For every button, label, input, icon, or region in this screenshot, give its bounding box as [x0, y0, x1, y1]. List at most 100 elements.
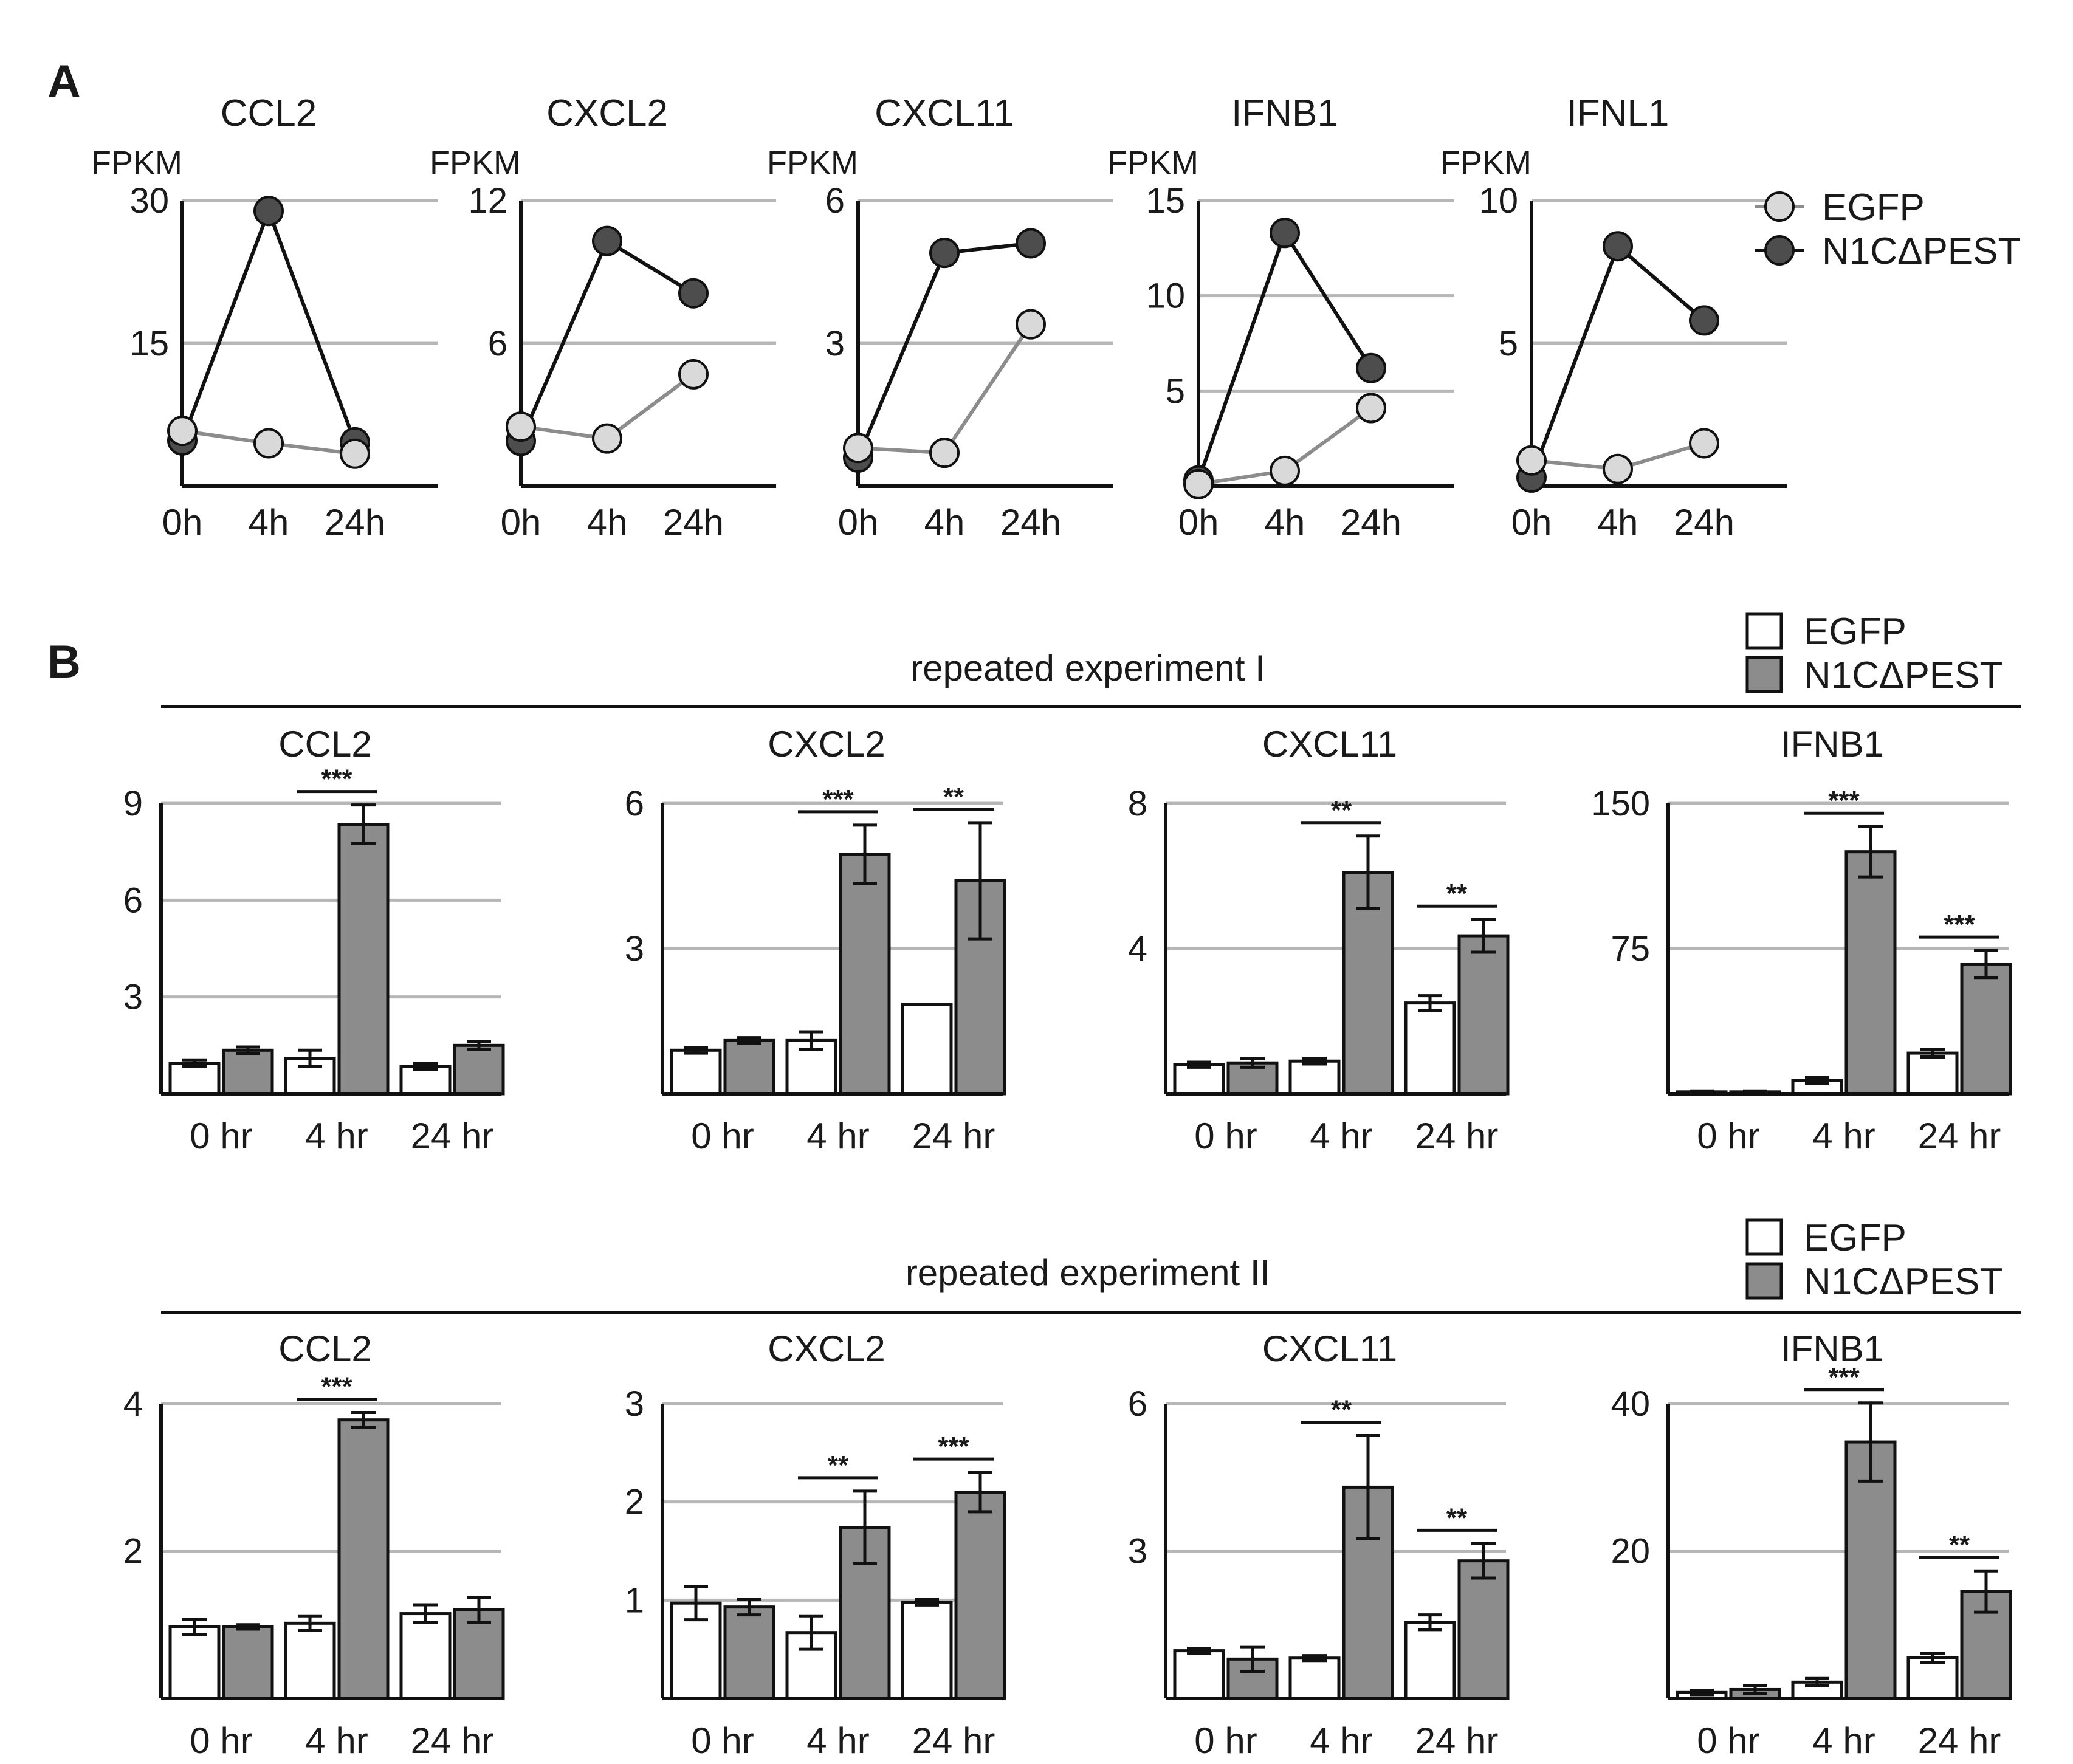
chart-a-ifnb1-point-egfp: [1183, 468, 1214, 499]
chart-b-repeated-experiment-ii-ccl2-xtick-label: 24 hr: [411, 1720, 494, 1761]
chart-a-ifnb1-point-egfp: [1356, 393, 1386, 424]
chart-b-repeated-experiment-ii-ccl2-significance-label: ***: [321, 1372, 352, 1402]
chart-b-repeated-experiment-i-ccl2-xtick-label: 24 hr: [411, 1116, 494, 1156]
chart-b-repeated-experiment-ii-ccl2-bar-egfp: [168, 1625, 221, 1700]
chart-b-repeated-experiment-i-cxcl2-bar-egfp: [670, 1048, 722, 1096]
chart-a-cxcl11-point-egfp: [843, 433, 873, 464]
chart-b-repeated-experiment-ii-ifnb1-xtick-label: 0 hr: [1697, 1720, 1759, 1761]
chart-b-repeated-experiment-ii-cxcl11-bar-egfp: [1288, 1656, 1341, 1700]
chart-b-repeated-experiment-ii-cxcl2-bar-n1c-pest: [954, 1491, 1006, 1700]
chart-b-repeated-experiment-ii-ccl2-bar-egfp: [399, 1612, 452, 1700]
chart-b-repeated-experiment-ii-ifnb1-xtick-label: 24 hr: [1918, 1720, 2001, 1761]
chart-b-repeated-experiment-i-ifnb1-significance-label: ***: [1944, 910, 1975, 939]
chart-b-repeated-experiment-i-ccl2-bar-n1c-pest: [453, 1043, 505, 1096]
chart-b-repeated-experiment-i-ifnb1-significance-label: ***: [1828, 786, 1860, 815]
chart-a-cxcl11-point-egfp: [929, 438, 960, 468]
chart-b-repeated-experiment-i-ccl2-ytick-label: 3: [123, 978, 143, 1017]
legend-b1-n1c-swatch: [1745, 656, 1783, 693]
chart-a-ccl2: CCL2 FPKM 15 30 0h 4h 24h: [91, 92, 438, 543]
legend-b2-n1c-label: N1CΔPEST: [1804, 1261, 2003, 1303]
chart-b-repeated-experiment-ii-cxcl2-significance-label: ***: [938, 1432, 969, 1461]
chart-a-ifnl1-ylabel: FPKM: [1440, 145, 1532, 181]
chart-b-repeated-experiment-ii-cxcl11-ytick-label: 3: [1128, 1532, 1147, 1571]
chart-b-repeated-experiment-i-cxcl11-ytick-label: 8: [1128, 784, 1147, 823]
chart-b-repeated-experiment-i-ifnb1-bar-n1c-pest: [1844, 850, 1897, 1096]
legend-b2-n1c-swatch: [1745, 1262, 1783, 1300]
chart-b-repeated-experiment-i-ccl2-title: CCL2: [278, 724, 371, 764]
chart-a-ccl2-point-egfp: [167, 416, 198, 447]
chart-a-ifnb1-point-n1c-pest: [1356, 352, 1386, 383]
chart-a-cxcl2-ytick-label: 12: [468, 181, 507, 221]
chart-b-repeated-experiment-i-cxcl11-xtick-label: 24 hr: [1415, 1116, 1499, 1156]
chart-a-ccl2-ylabel: FPKM: [91, 145, 182, 181]
chart-a-cxcl2-xtick-label: 24h: [663, 502, 724, 543]
chart-b-repeated-experiment-ii-ifnb1-title: IFNB1: [1781, 1328, 1884, 1369]
chart-b-repeated-experiment-ii-ifnb1-significance-label: ***: [1828, 1362, 1860, 1392]
legend-b1-n1c-label: N1CΔPEST: [1804, 654, 2003, 696]
chart-a-cxcl11-xtick-label: 0h: [838, 502, 879, 543]
chart-b-repeated-experiment-i-cxcl2-xtick-label: 4 hr: [806, 1116, 869, 1156]
chart-a-ccl2-xtick-label: 24h: [325, 502, 385, 543]
chart-b-repeated-experiment-ii-cxcl2-xtick-label: 0 hr: [691, 1720, 754, 1761]
chart-a-ifnl1-ytick-label: 10: [1479, 181, 1518, 221]
chart-a-cxcl2: CXCL2 FPKM 6 12 0h 4h 24h: [430, 92, 776, 543]
legend-a-n1c-marker: [1764, 235, 1795, 266]
chart-b-repeated-experiment-ii-cxcl2-title: CXCL2: [768, 1328, 885, 1369]
chart-b-repeated-experiment-ii-cxcl11-xtick-label: 4 hr: [1310, 1720, 1372, 1761]
chart-b-repeated-experiment-i-cxcl2-bar-n1c-pest: [839, 853, 891, 1096]
chart-b-repeated-experiment-i-cxcl11-significance-label: **: [1446, 879, 1468, 908]
chart-a-ifnb1-ylabel: FPKM: [1107, 145, 1198, 181]
chart-a-ccl2-ytick-label: 15: [129, 324, 169, 363]
chart-a-cxcl2-title: CXCL2: [546, 92, 668, 134]
chart-b-repeated-experiment-ii-cxcl11-xtick-label: 24 hr: [1415, 1720, 1499, 1761]
chart-b-repeated-experiment-ii-cxcl2-significance-label: **: [828, 1450, 849, 1480]
chart-a-cxcl2-point-n1c-pest: [678, 278, 709, 309]
chart-b-repeated-experiment-i-cxcl11-significance-label: **: [1331, 795, 1352, 825]
chart-b-repeated-experiment-i-cxcl11-bar-egfp: [1404, 1001, 1456, 1096]
chart-b-repeated-experiment-ii-ccl2-title: CCL2: [278, 1328, 371, 1369]
chart-b-repeated-experiment-i-cxcl11-title: CXCL11: [1262, 724, 1397, 764]
legend-a-egfp-label: EGFP: [1822, 187, 1925, 228]
chart-b-repeated-experiment-ii-ifnb1-bar-n1c-pest: [1844, 1440, 1897, 1700]
chart-b-repeated-experiment-ii-ifnb1-significance-label: **: [1949, 1530, 1970, 1560]
chart-a-cxcl2-point-egfp: [506, 411, 536, 442]
chart-a-ifnl1-xtick-label: 0h: [1511, 502, 1552, 543]
experiment-2-header: repeated experiment II EGFP N1CΔPEST: [161, 1217, 2021, 1314]
legend-a-egfp-marker: [1764, 191, 1795, 222]
chart-b-repeated-experiment-ii-cxcl2-bar-n1c-pest: [723, 1605, 775, 1700]
experiment-2-title: repeated experiment II: [906, 1252, 1270, 1293]
chart-b-repeated-experiment-i-ifnb1: IFNB1 75 150 0 hr 4 hr 24 hr *** ***: [1591, 724, 2012, 1156]
chart-b-repeated-experiment-ii-ccl2-bar-n1c-pest: [222, 1625, 274, 1700]
chart-a-cxcl11-xtick-label: 24h: [1000, 502, 1061, 543]
chart-b-repeated-experiment-ii-cxcl11: CXCL11 3 6 0 hr 4 hr 24 hr ** **: [1128, 1328, 1510, 1761]
chart-b-repeated-experiment-ii-cxcl11-xtick-label: 0 hr: [1194, 1720, 1257, 1761]
chart-a-cxcl11-ytick-label: 6: [825, 181, 845, 221]
chart-a-ccl2-point-egfp: [253, 428, 284, 459]
chart-a-ifnb1-xtick-label: 24h: [1341, 502, 1401, 543]
chart-b-repeated-experiment-i-ccl2-xtick-label: 4 hr: [305, 1116, 368, 1156]
chart-a-ifnb1-ytick-label: 10: [1146, 276, 1185, 316]
chart-a-cxcl2-xtick-label: 0h: [501, 502, 541, 543]
chart-b-repeated-experiment-i-cxcl11-bar-egfp: [1288, 1059, 1341, 1096]
chart-a-ifnl1-xtick-label: 4h: [1598, 502, 1638, 543]
chart-a-cxcl2-point-egfp: [592, 423, 622, 454]
chart-a-ifnl1-point-n1c-pest: [1689, 305, 1719, 336]
chart-b-repeated-experiment-ii-cxcl11-significance-label: **: [1331, 1395, 1352, 1425]
chart-b-repeated-experiment-i-cxcl2-ytick-label: 6: [625, 784, 644, 823]
chart-b-repeated-experiment-ii-cxcl2-bar-egfp: [901, 1601, 953, 1700]
chart-a-ccl2-xtick-label: 4h: [249, 502, 289, 543]
chart-b-repeated-experiment-i-ifnb1-xtick-label: 0 hr: [1697, 1116, 1759, 1156]
chart-a-ifnb1-xtick-label: 0h: [1178, 502, 1219, 543]
chart-b-repeated-experiment-i-cxcl11-bar-n1c-pest: [1457, 934, 1510, 1096]
chart-b-repeated-experiment-ii-ifnb1-ytick-label: 20: [1611, 1532, 1650, 1571]
chart-a-ifnb1-point-n1c-pest: [1270, 218, 1300, 249]
chart-b-repeated-experiment-ii-cxcl11-bar-egfp: [1173, 1649, 1225, 1700]
chart-a-ifnl1-point-egfp: [1603, 453, 1633, 484]
panel-a-label: A: [47, 56, 81, 108]
chart-a-cxcl11-point-egfp: [1016, 309, 1046, 340]
chart-b-repeated-experiment-i-cxcl2-bar-n1c-pest: [723, 1038, 775, 1096]
chart-b-repeated-experiment-ii-ccl2-bar-egfp: [284, 1621, 336, 1700]
chart-b-repeated-experiment-ii-ccl2-ytick-label: 2: [123, 1532, 143, 1571]
chart-b-repeated-experiment-ii-cxcl11-bar-n1c-pest: [1457, 1559, 1510, 1700]
